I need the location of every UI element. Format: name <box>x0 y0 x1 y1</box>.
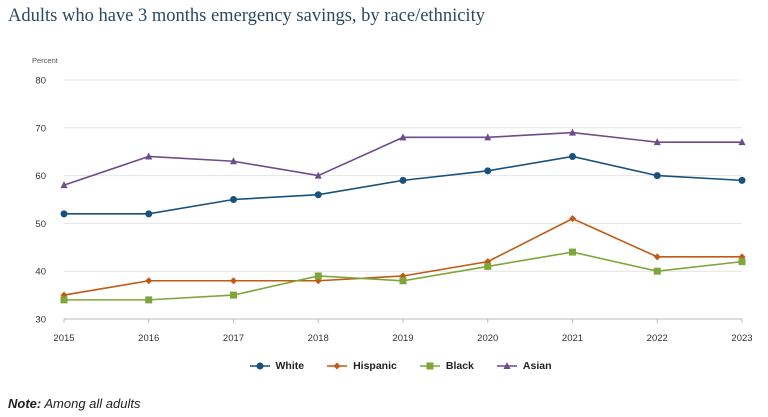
x-tick-label: 2019 <box>392 333 413 344</box>
y-tick-label: 70 <box>35 123 46 134</box>
data-point-black-2021 <box>569 248 576 256</box>
data-point-white-2021 <box>569 152 576 160</box>
data-point-black-2015 <box>60 296 68 304</box>
series-black <box>60 248 746 304</box>
y-tick-label: 60 <box>35 171 46 182</box>
data-point-asian-2018 <box>314 171 322 179</box>
data-point-hispanic-2017 <box>230 277 237 285</box>
data-point-hispanic-2022 <box>653 253 661 261</box>
y-tick-label: 50 <box>35 219 46 230</box>
series-group <box>60 128 746 304</box>
note-text: Among all adults <box>44 396 141 411</box>
legend-symbol <box>256 362 264 370</box>
legend-marker-square-icon <box>419 362 440 370</box>
legend-marker-triangle-icon <box>496 362 517 369</box>
series-asian <box>60 128 746 189</box>
y-tick-label: 80 <box>35 76 46 87</box>
data-point-white-2018 <box>314 191 322 199</box>
legend-marker-circle-icon <box>249 362 270 370</box>
data-point-hispanic-2016 <box>145 277 153 285</box>
legend-item-asian[interactable]: Asian <box>496 360 552 372</box>
x-tick-label: 2022 <box>647 333 668 344</box>
legend-label: Black <box>445 360 474 372</box>
legend-symbol <box>426 362 434 370</box>
legend-marker-diamond-icon <box>327 362 348 370</box>
data-point-white-2017 <box>230 196 237 203</box>
data-point-asian-2020 <box>484 133 492 141</box>
series-line-white <box>64 155 743 215</box>
data-point-black-2022 <box>653 267 661 275</box>
legend-item-black[interactable]: Black <box>419 360 474 372</box>
data-point-black-2016 <box>145 296 153 304</box>
y-axis-label: Percent <box>32 56 59 65</box>
legend-symbol <box>503 362 511 369</box>
x-tick-label: 2016 <box>138 333 159 344</box>
y-tick-label: 40 <box>35 267 46 278</box>
x-tick-label: 2015 <box>53 333 74 344</box>
data-point-asian-2022 <box>653 138 661 146</box>
legend-label: Hispanic <box>353 360 397 372</box>
x-tick-label: 2023 <box>731 333 752 344</box>
series-white <box>60 152 746 218</box>
data-point-asian-2015 <box>60 181 68 189</box>
legend-item-white[interactable]: White <box>249 360 305 372</box>
chart-title: Adults who have 3 months emergency savin… <box>8 6 485 26</box>
data-point-asian-2021 <box>569 128 576 136</box>
note: Note: Among all adults <box>8 396 140 411</box>
x-tick-label: 2020 <box>477 333 498 344</box>
legend-item-hispanic[interactable]: Hispanic <box>326 360 397 372</box>
data-point-black-2018 <box>314 272 322 280</box>
x-tick-label: 2021 <box>562 333 583 344</box>
data-point-asian-2017 <box>230 157 237 165</box>
legend-label: Asian <box>522 360 552 372</box>
data-point-black-2023 <box>738 258 746 266</box>
legend-label: White <box>275 360 305 372</box>
data-point-black-2017 <box>230 291 237 299</box>
data-point-white-2015 <box>60 210 68 218</box>
data-point-black-2020 <box>484 262 492 270</box>
y-axis: 30 40 50 60 70 80 <box>35 76 46 326</box>
data-point-hispanic-2021 <box>569 215 576 223</box>
series-hispanic <box>60 215 746 299</box>
legend: White Hispanic Black Asian <box>0 360 768 372</box>
legend-symbol <box>333 362 341 370</box>
x-tick-label: 2018 <box>308 333 329 344</box>
data-point-white-2016 <box>145 210 153 218</box>
data-point-white-2023 <box>738 176 746 184</box>
data-point-asian-2016 <box>145 152 153 160</box>
data-point-black-2019 <box>399 277 407 285</box>
data-point-asian-2019 <box>399 133 407 141</box>
data-point-asian-2023 <box>738 138 746 146</box>
data-point-white-2019 <box>399 176 407 184</box>
data-point-white-2020 <box>484 167 492 175</box>
y-tick-label: 30 <box>35 315 46 326</box>
data-point-white-2022 <box>653 172 661 180</box>
x-tick-label: 2017 <box>223 333 244 344</box>
note-label: Note: <box>8 396 42 411</box>
x-axis: 2015 2016 2017 2018 2019 2020 2021 2022 2023 <box>53 319 753 344</box>
